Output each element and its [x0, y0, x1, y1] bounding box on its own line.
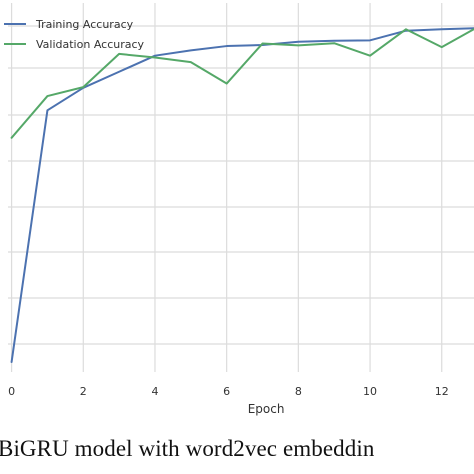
figure-caption: BiGRU model with word2vec embeddin — [0, 436, 375, 461]
x-tick-label: 6 — [223, 385, 230, 398]
x-tick-label: 2 — [80, 385, 87, 398]
x-tick-label: 10 — [363, 385, 377, 398]
x-tick-label: 12 — [435, 385, 449, 398]
grid — [8, 3, 474, 372]
series-line-validation — [10, 27, 474, 139]
x-tick-labels: 0 2 4 6 8 10 12 — [8, 385, 449, 398]
x-tick-label: 0 — [8, 385, 15, 398]
x-tick-label: 8 — [295, 385, 302, 398]
series-lines — [10, 27, 474, 363]
legend-label: Validation Accuracy — [36, 38, 145, 51]
legend-label: Training Accuracy — [35, 18, 134, 31]
x-axis-label: Epoch — [248, 402, 285, 416]
x-tick-label: 4 — [151, 385, 158, 398]
legend: Training Accuracy Validation Accuracy — [4, 18, 145, 51]
series-line-training — [10, 27, 474, 363]
